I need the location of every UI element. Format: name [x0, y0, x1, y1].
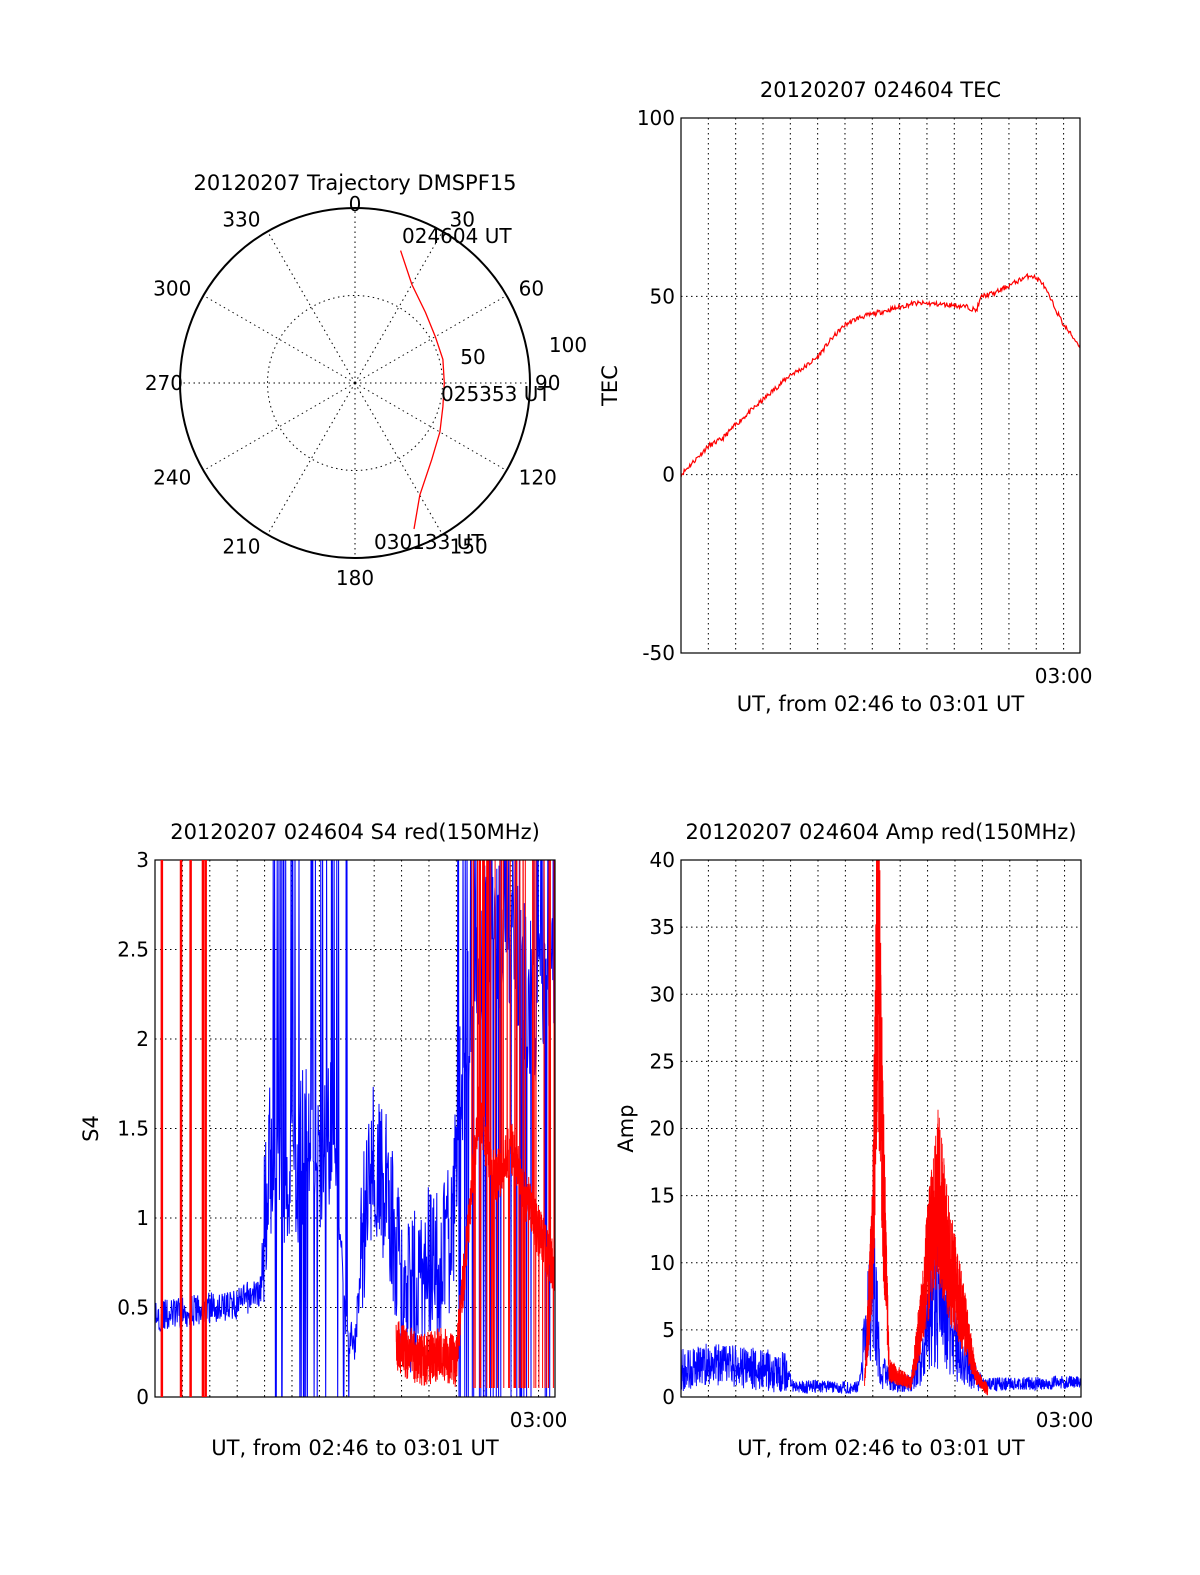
amp-y-tick-label: 10: [650, 1251, 675, 1275]
tec-y-axis-label: TEC: [598, 365, 622, 407]
amp-y-tick-label: 30: [650, 982, 675, 1006]
tec-x-axis-label: UT, from 02:46 to 03:01 UT: [737, 692, 1025, 716]
polar-angle-label: 330: [222, 207, 260, 231]
polar-angle-label: 30: [450, 207, 475, 231]
tec-x-tick-label: 03:00: [1035, 664, 1093, 688]
polar-angle-label: 120: [519, 466, 557, 490]
polar-angle-label: 270: [145, 371, 183, 395]
polar-grid: [180, 208, 530, 558]
polar-grid-spoke: [203, 382, 356, 471]
amp-x-axis-label: UT, from 02:46 to 03:01 UT: [737, 1436, 1025, 1460]
s4-x-axis-label: UT, from 02:46 to 03:01 UT: [211, 1436, 499, 1460]
tec-title: 20120207 024604 TEC: [760, 78, 1001, 102]
polar-angle-label: 180: [336, 566, 374, 590]
s4-plot-area: [155, 860, 555, 1397]
trajectory-mid-label: 025353 UT: [441, 382, 551, 406]
polar-angle-labels: 0 30 60 90 120 150 180 210 240 270 300 330: [145, 192, 561, 590]
amp-plot-frame: [680, 859, 1082, 1398]
polar-angle-label: 240: [153, 466, 191, 490]
tec-y-tick-label: -50: [642, 641, 675, 665]
polar-angle-label: 90: [535, 371, 560, 395]
s4-plot-frame: [154, 859, 556, 1398]
tec-plot: 20120207 024604 TEC -50 0 50 100 03:00 UT, fro…: [598, 78, 1092, 716]
trajectory-title: 20120207 Trajectory DMSPF15: [193, 171, 516, 195]
trajectory-start-label: 024604 UT: [402, 224, 512, 248]
polar-angle-label: 300: [153, 277, 191, 301]
s4-title: 20120207 024604 S4 red(150MHz): [170, 820, 540, 844]
polar-grid-spoke: [267, 231, 356, 384]
s4-series-line: [395, 860, 555, 1389]
polar-angle-label: 60: [519, 277, 544, 301]
s4-x-tick-label: 03:00: [510, 1408, 568, 1432]
amp-y-tick-label: 20: [650, 1117, 675, 1141]
amp-title: 20120207 024604 Amp red(150MHz): [685, 820, 1076, 844]
polar-outer-ring: [179, 207, 531, 559]
tec-plot-area: [681, 272, 1080, 478]
amp-y-tick-label: 0: [662, 1385, 675, 1409]
s4-y-tick-label: 2: [136, 1027, 149, 1051]
s4-y-tick-label: 2.5: [117, 938, 149, 962]
amp-series-line: [681, 1207, 1081, 1395]
trajectory-series-line: [399, 250, 445, 530]
polar-radius-label-100: 100: [549, 333, 587, 357]
polar-angle-label: 150: [450, 535, 488, 559]
polar-grid-spoke: [267, 382, 356, 535]
polar-grid-spoke: [354, 295, 507, 384]
s4-y-tick-label: 0: [136, 1385, 149, 1409]
polar-grid-ring: [267, 295, 443, 471]
amp-y-tick-label: 5: [662, 1318, 675, 1342]
tec-y-tick-label: 0: [662, 463, 675, 487]
amp-y-tick-label: 25: [650, 1049, 675, 1073]
s4-y-tick-label: 1: [136, 1206, 149, 1230]
amp-y-tick-label: 40: [650, 848, 675, 872]
amp-series-line: [864, 860, 989, 1396]
polar-grid-spoke: [354, 231, 443, 384]
polar-grid-spoke: [354, 382, 507, 471]
polar-grid-spoke: [354, 382, 443, 535]
tec-y-tick-label: 100: [637, 106, 675, 130]
amp-plot: 20120207 024604 Amp red(150MHz) 0 5 10 15 20 2…: [614, 820, 1094, 1460]
amp-x-tick-label: 03:00: [1036, 1408, 1094, 1432]
trajectory-end-label: 030133 UT: [374, 530, 484, 554]
s4-y-tick-label: 0.5: [117, 1296, 149, 1320]
polar-angle-label: 0: [349, 192, 362, 216]
amp-y-tick-label: 35: [650, 915, 675, 939]
tec-y-tick-label: 50: [650, 284, 675, 308]
s4-y-axis-label: S4: [79, 1115, 103, 1142]
s4-y-tick-label: 3: [136, 848, 149, 872]
tec-plot-frame: [680, 117, 1081, 654]
polar-grid-spoke: [203, 295, 356, 384]
trajectory-plot: 20120207 Trajectory DMSPF15 0 30 60 90 120 15…: [145, 171, 587, 590]
polar-angle-label: 210: [222, 535, 260, 559]
s4-y-tick-label: 1.5: [117, 1117, 149, 1141]
polar-radius-label-50: 50: [460, 345, 485, 369]
amp-y-axis-label: Amp: [614, 1104, 638, 1152]
tec-series-line: [681, 272, 1080, 478]
amp-y-tick-label: 15: [650, 1184, 675, 1208]
s4-plot: 20120207 024604 S4 red(150MHz) 0 0.5 1 1.5 2 2…: [79, 820, 567, 1460]
amp-plot-area: [681, 860, 1081, 1396]
